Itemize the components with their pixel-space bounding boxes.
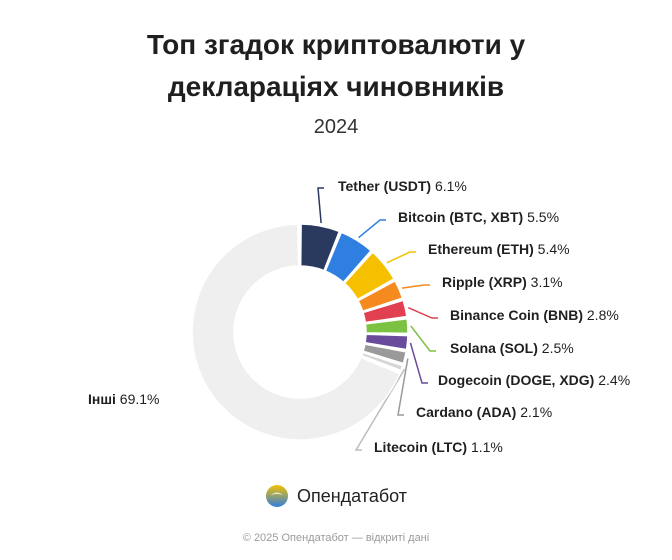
slice-label-name-3: Ripple (XRP) bbox=[442, 274, 527, 290]
leader-line-3 bbox=[401, 284, 430, 289]
slice-label-value-9: 69.1% bbox=[116, 391, 160, 407]
slice-label-3: Ripple (XRP) 3.1% bbox=[442, 274, 563, 290]
slice-label-name-1: Bitcoin (BTC, XBT) bbox=[398, 209, 523, 225]
slice-5 bbox=[364, 318, 409, 335]
slice-label-2: Ethereum (ETH) 5.4% bbox=[428, 241, 570, 257]
slice-label-value-8: 1.1% bbox=[467, 439, 503, 455]
slice-2 bbox=[343, 251, 395, 301]
slice-label-value-4: 2.8% bbox=[583, 307, 619, 323]
slice-label-value-0: 6.1% bbox=[431, 178, 467, 194]
leader-line-2 bbox=[386, 251, 416, 264]
footer: © 2025 Опендатабот — відкриті дані bbox=[242, 532, 430, 544]
slice-label-name-9: Інші bbox=[88, 391, 116, 407]
slice-0 bbox=[299, 223, 341, 272]
slice-label-value-6: 2.4% bbox=[594, 372, 630, 388]
brand-name: Опендатабот bbox=[296, 485, 408, 506]
slice-label-9: Інші 69.1% bbox=[88, 391, 160, 407]
slice-label-7: Cardano (ADA) 2.1% bbox=[416, 404, 552, 420]
slice-9 bbox=[191, 223, 401, 441]
slice-label-0: Tether (USDT) 6.1% bbox=[338, 178, 467, 194]
slice-label-value-3: 3.1% bbox=[527, 274, 563, 290]
slice-1 bbox=[324, 231, 372, 284]
chart-title: Топ згадок криптовалюти у деклараціях чи… bbox=[0, 24, 672, 108]
slice-label-name-7: Cardano (ADA) bbox=[416, 404, 516, 420]
slice-label-8: Litecoin (LTC) 1.1% bbox=[374, 439, 503, 455]
slice-3 bbox=[357, 280, 404, 313]
chart-title-line2: деклараціях чиновників bbox=[167, 71, 505, 102]
slice-label-4: Binance Coin (BNB) 2.8% bbox=[450, 307, 619, 323]
leader-line-8 bbox=[354, 368, 406, 451]
slice-8 bbox=[360, 351, 404, 372]
leader-line-0 bbox=[317, 187, 324, 224]
donut-chart: Tether (USDT) 6.1% Bitcoin (BTC, XBT) 5.5… bbox=[88, 178, 630, 455]
brand: Опендатабот bbox=[0, 484, 672, 508]
slice-label-5: Solana (SOL) 2.5% bbox=[450, 340, 574, 356]
slice-label-value-1: 5.5% bbox=[523, 209, 559, 225]
leader-line-5 bbox=[410, 325, 436, 352]
slice-label-6: Dogecoin (DOGE, XDG) 2.4% bbox=[438, 372, 630, 388]
slice-label-value-7: 2.1% bbox=[516, 404, 552, 420]
slice-label-name-2: Ethereum (ETH) bbox=[428, 241, 534, 257]
slice-7 bbox=[362, 343, 407, 365]
slice-4 bbox=[362, 299, 408, 324]
slice-label-value-5: 2.5% bbox=[538, 340, 574, 356]
slice-label-name-4: Binance Coin (BNB) bbox=[450, 307, 583, 323]
slice-label-name-0: Tether (USDT) bbox=[338, 178, 431, 194]
leader-line-7 bbox=[397, 358, 409, 416]
opendatabot-logo-icon bbox=[265, 485, 288, 507]
chart-title-line1: Топ згадок криптовалюти у bbox=[146, 29, 526, 60]
slice-label-name-8: Litecoin (LTC) bbox=[374, 439, 467, 455]
leader-line-6 bbox=[409, 342, 428, 384]
slice-label-name-5: Solana (SOL) bbox=[450, 340, 538, 356]
chart-subtitle: 2024 bbox=[313, 116, 359, 138]
slice-label-value-2: 5.4% bbox=[534, 241, 570, 257]
slice-label-name-6: Dogecoin (DOGE, XDG) bbox=[438, 372, 594, 388]
leader-line-4 bbox=[407, 306, 438, 319]
leader-line-1 bbox=[358, 219, 386, 239]
slice-6 bbox=[364, 333, 409, 351]
slice-label-1: Bitcoin (BTC, XBT) 5.5% bbox=[398, 209, 559, 225]
